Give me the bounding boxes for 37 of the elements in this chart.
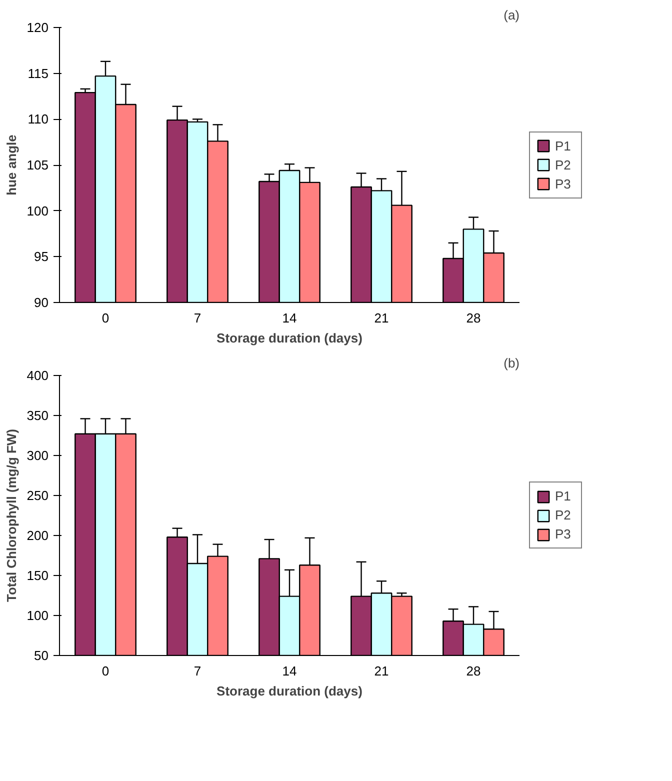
- y-tick-label: 350: [26, 408, 49, 423]
- x-axis-title: Storage duration (days): [216, 330, 362, 346]
- x-tick-label: 21: [374, 310, 389, 326]
- legend-label: P3: [555, 526, 572, 542]
- y-tick-label: 200: [26, 528, 49, 543]
- y-tick-label: 110: [28, 112, 49, 127]
- y-tick-label: 120: [26, 20, 49, 35]
- y-tick-label: 95: [34, 249, 49, 264]
- legend-label: P1: [555, 138, 572, 153]
- x-tick-label: 14: [282, 310, 297, 326]
- y-tick-label: 150: [26, 568, 49, 583]
- y-tick-label: 100: [26, 203, 49, 218]
- y-tick-label: 105: [26, 158, 49, 172]
- y-axis-title: hue angle: [4, 134, 19, 196]
- y-tick-label: 50: [34, 648, 49, 663]
- y-tick-label: 90: [34, 295, 49, 310]
- text: (b): [504, 356, 520, 370]
- y-axis-title: Total Chlorophyll (mg/g FW): [4, 428, 19, 602]
- y-tick-label: 300: [26, 448, 49, 463]
- legend-label: P2: [555, 157, 572, 172]
- x-tick-label: 28: [466, 664, 481, 678]
- x-tick-label: 14: [282, 664, 297, 678]
- x-tick-label: 7: [194, 664, 202, 678]
- x-tick-label: 21: [374, 664, 389, 678]
- y-tick-label: 100: [26, 608, 49, 623]
- x-axis-title: Storage duration (days): [216, 684, 362, 698]
- x-tick-label: 0: [102, 664, 110, 678]
- legend-label: P2: [555, 508, 572, 522]
- x-tick-label: 0: [102, 310, 110, 326]
- legend-label: P3: [555, 176, 572, 191]
- y-tick-label: 400: [26, 368, 49, 383]
- legend-label: P1: [555, 488, 572, 504]
- text: (a): [504, 8, 520, 22]
- y-tick-label: 115: [28, 66, 49, 81]
- x-tick-label: 28: [466, 310, 481, 326]
- y-tick-label: 250: [26, 488, 49, 503]
- x-tick-label: 7: [194, 310, 202, 326]
